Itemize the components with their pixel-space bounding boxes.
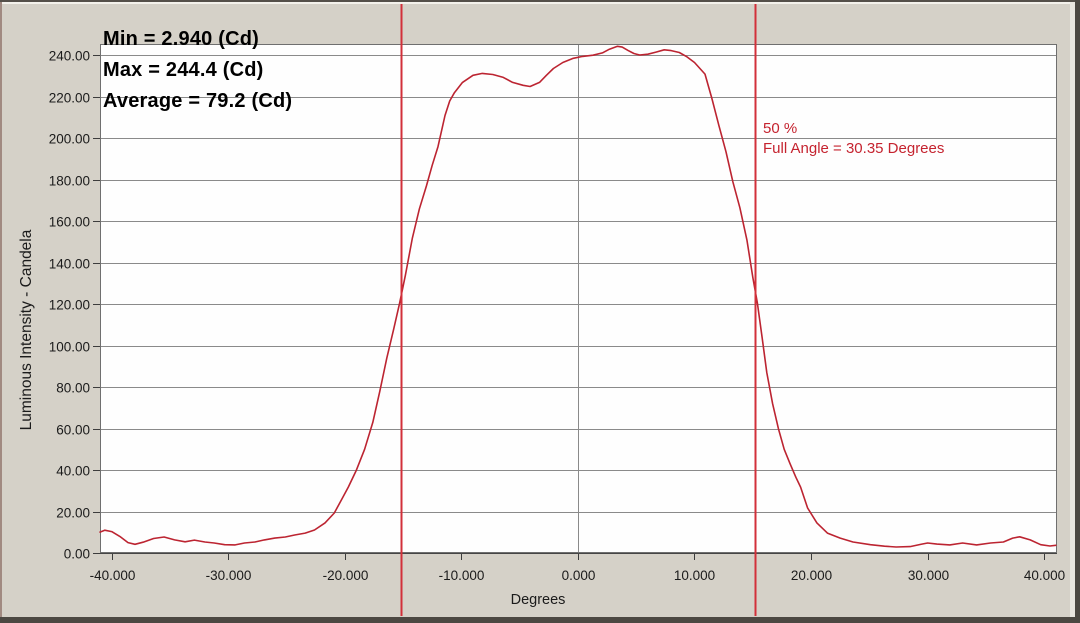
window-border-right	[1075, 0, 1080, 623]
y-tick-label: 0.00	[64, 547, 90, 562]
y-axis-title: Luminous Intensity - Candela	[18, 229, 35, 431]
y-tick-label: 20.00	[56, 506, 90, 521]
y-tick-label: 100.00	[49, 340, 90, 355]
x-tick-label: 30.000	[908, 568, 949, 583]
stats-readout: Min = 2.940 (Cd) Max = 244.4 (Cd) Averag…	[103, 24, 292, 117]
x-tick-label: -10.000	[439, 568, 485, 583]
y-tick-label: 200.00	[49, 132, 90, 147]
y-tick-label: 60.00	[56, 423, 90, 438]
stat-max: Max = 244.4 (Cd)	[103, 59, 264, 81]
y-tick-label: 120.00	[49, 298, 90, 313]
y-tick-label: 240.00	[49, 49, 90, 64]
window-border-top	[0, 0, 1080, 2]
x-tick-label: -30.000	[206, 568, 252, 583]
window-border-left	[0, 2, 2, 617]
plot-border	[100, 44, 1057, 553]
y-tick-label: 160.00	[49, 215, 90, 230]
window-border-top-highlight	[0, 2, 1080, 4]
y-tick-label: 180.00	[49, 174, 90, 189]
x-tick-label: -20.000	[323, 568, 369, 583]
x-tick-label: 0.000	[562, 568, 596, 583]
x-tick-label: 10.000	[674, 568, 715, 583]
window-border-bottom	[0, 617, 1080, 623]
y-tick-label: 140.00	[49, 257, 90, 272]
annotation-percent-level: 50 %	[763, 120, 798, 137]
y-tick-label: 80.00	[56, 381, 90, 396]
x-tick-label: 40.000	[1024, 568, 1065, 583]
window-border-right-highlight	[1070, 2, 1075, 617]
y-tick-label: 40.00	[56, 464, 90, 479]
x-tick-label: -40.000	[90, 568, 136, 583]
beam-width-annotation: 50 % Full Angle = 30.35 Degrees	[763, 119, 944, 159]
x-tick-label: 20.000	[791, 568, 832, 583]
y-tick-label: 220.00	[49, 91, 90, 106]
x-axis-title: Degrees	[510, 592, 566, 608]
intensity-curve	[99, 45, 1057, 548]
stat-min: Min = 2.940 (Cd)	[103, 28, 260, 50]
stat-average: Average = 79.2 (Cd)	[103, 90, 293, 112]
annotation-full-angle: Full Angle = 30.35 Degrees	[763, 140, 945, 157]
